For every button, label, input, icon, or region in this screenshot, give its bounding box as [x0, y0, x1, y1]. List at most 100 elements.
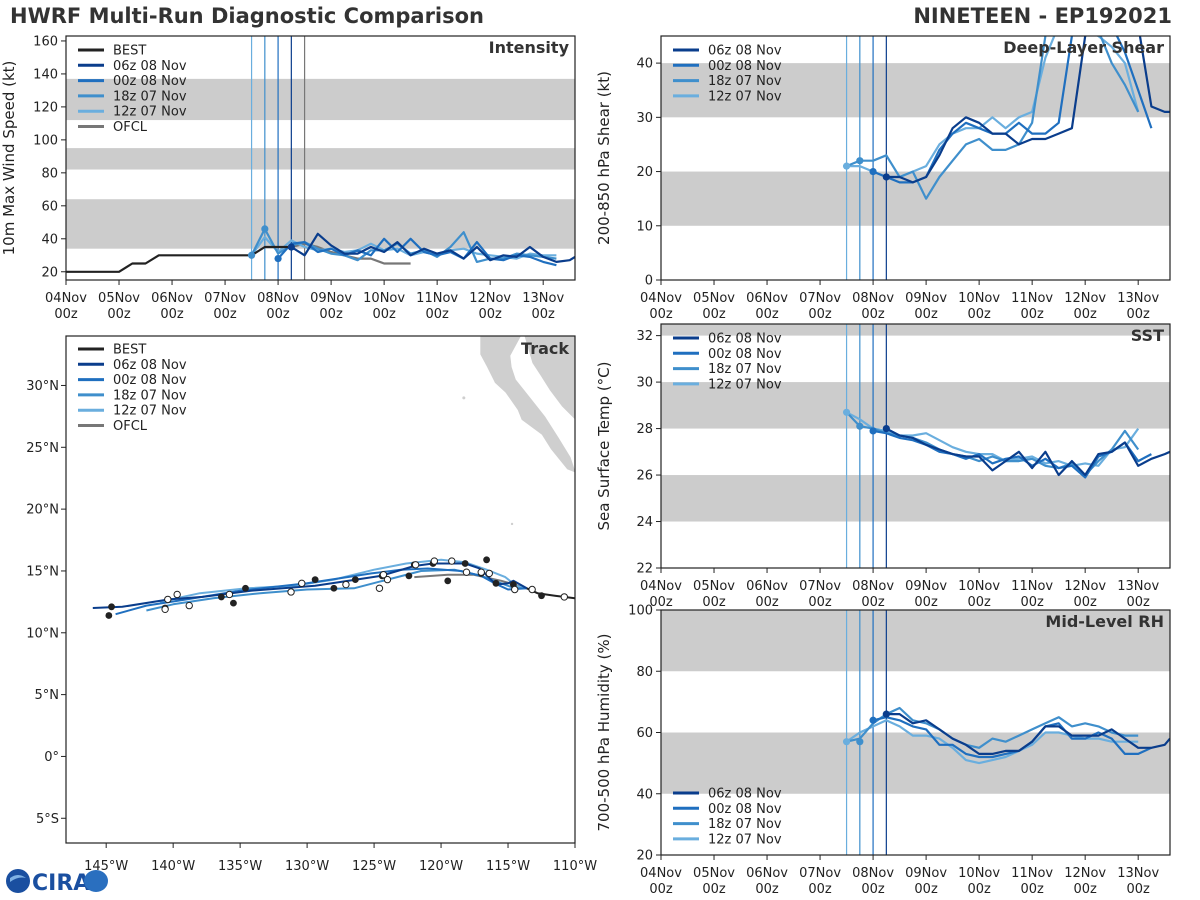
- x-tick-label-hour: 00z: [1127, 595, 1151, 610]
- x-tick-label-date: 06Nov: [746, 291, 788, 306]
- plot-frame: [65, 35, 576, 281]
- y-tick-label: 60: [41, 199, 58, 214]
- x-tick-label-hour: 00z: [107, 307, 131, 322]
- x-tick-label-date: 10Nov: [958, 866, 1000, 881]
- series-line-06z-08-nov: [290, 232, 575, 263]
- x-tick-label-hour: 00z: [319, 307, 343, 322]
- y-tick-label: 40: [636, 787, 653, 802]
- x-tick-label-date: 08Nov: [852, 579, 894, 594]
- y-tick-label: 40: [41, 232, 58, 247]
- threshold-band: [661, 324, 1170, 336]
- lon-tick-label: 135°W: [218, 859, 262, 874]
- track-position-filled: [444, 577, 452, 585]
- x-tick-label-hour: 00z: [914, 595, 938, 610]
- x-tick-label-date: 08Nov: [852, 866, 894, 881]
- legend-label: 06z 08 Nov: [708, 787, 782, 802]
- track-position-open: [560, 593, 568, 601]
- track-position-filled: [483, 556, 490, 564]
- y-tick-label: 20: [41, 265, 58, 280]
- plot-area: [66, 36, 575, 280]
- y-tick-label: 0: [645, 274, 653, 289]
- lon-tick-label: 125°W: [352, 859, 396, 874]
- init-marker: [882, 424, 890, 433]
- x-tick-label-hour: 00z: [702, 882, 726, 897]
- legend-label: 18z 07 Nov: [708, 362, 782, 377]
- x-tick-label-hour: 00z: [808, 307, 832, 322]
- track-position-filled: [105, 612, 113, 619]
- x-tick-label-hour: 00z: [1020, 307, 1044, 322]
- legend-label: 00z 08 Nov: [708, 59, 782, 74]
- y-tick-label: 20: [636, 165, 653, 180]
- lat-tick-label: 0°: [44, 750, 59, 765]
- legend-label: 18z 07 Nov: [113, 89, 187, 104]
- legend-label: BEST: [113, 44, 146, 59]
- legend-label: 12z 07 Nov: [708, 377, 782, 392]
- y-tick-label: 140: [33, 67, 58, 82]
- track-position-open: [485, 569, 493, 578]
- init-marker: [842, 738, 851, 746]
- x-tick-label-hour: 00z: [478, 307, 502, 322]
- series-line-06z-08-nov: [886, 712, 1170, 756]
- panel-title: Deep-Layer Shear: [1003, 38, 1164, 57]
- track-position-open: [173, 590, 181, 599]
- x-tick-label-date: 13Nov: [1117, 291, 1159, 306]
- y-axis-label: 200-850 hPa Shear (kt): [595, 71, 613, 245]
- x-tick-label-hour: 00z: [755, 307, 779, 322]
- threshold-band: [661, 475, 1170, 522]
- x-tick-label-date: 10Nov: [958, 579, 1000, 594]
- y-tick-label: 20: [636, 849, 653, 864]
- y-tick-label: 30: [636, 376, 653, 391]
- land-island: [462, 396, 466, 400]
- lat-tick-label: 30°N: [26, 379, 59, 394]
- series-line-18z-07-nov: [846, 706, 1139, 749]
- track-position-filled: [108, 603, 115, 611]
- x-tick-label-date: 08Nov: [852, 291, 894, 306]
- y-tick-label: 22: [636, 562, 653, 577]
- cira-logo-globe: [6, 869, 30, 893]
- track-position-open: [411, 561, 420, 569]
- track-position-open: [375, 584, 384, 592]
- x-tick-label-hour: 00z: [266, 307, 290, 322]
- track-position-filled: [492, 579, 500, 587]
- track-line-06z-08-nov: [92, 562, 528, 609]
- track-position-filled: [311, 576, 319, 584]
- x-tick-label-date: 06Nov: [746, 579, 788, 594]
- x-tick-label-date: 11Nov: [1011, 866, 1053, 881]
- x-tick-label-date: 11Nov: [1011, 291, 1053, 306]
- x-tick-label-date: 07Nov: [799, 579, 841, 594]
- x-tick-label-hour: 00z: [914, 882, 938, 897]
- track-position-filled: [230, 599, 237, 607]
- map-area: [92, 336, 575, 619]
- x-tick-label-hour: 00z: [755, 882, 779, 897]
- cira-logo: CIRA: [6, 869, 108, 896]
- track-position-open: [185, 601, 193, 610]
- threshold-band: [66, 78, 575, 121]
- x-tick-label-date: 04Nov: [640, 579, 682, 594]
- x-tick-label-hour: 00z: [1073, 595, 1097, 610]
- x-tick-label-date: 12Nov: [469, 291, 511, 306]
- track-position-filled: [242, 584, 249, 592]
- legend-label: 12z 07 Nov: [708, 89, 782, 104]
- series-line-00z-08-nov: [872, 716, 1152, 759]
- x-tick-label-date: 06Nov: [151, 291, 193, 306]
- x-tick-label-hour: 00z: [914, 307, 938, 322]
- track-position-open: [528, 585, 536, 594]
- storm-id-title: NINETEEN - EP192021: [913, 4, 1172, 28]
- legend-label: 00z 08 Nov: [113, 74, 187, 89]
- y-tick-label: 30: [636, 111, 653, 126]
- threshold-band: [661, 171, 1170, 226]
- lat-tick-label: 15°N: [26, 564, 59, 579]
- legend-label: 00z 08 Nov: [113, 373, 187, 388]
- init-marker: [869, 716, 877, 724]
- x-tick-label-hour: 00z: [755, 595, 779, 610]
- legend-label: BEST: [113, 343, 146, 358]
- x-tick-label-date: 13Nov: [1117, 866, 1159, 881]
- land-baja-california: [479, 336, 575, 474]
- legend-label: 12z 07 Nov: [113, 105, 187, 120]
- series-line-00z-08-nov: [277, 237, 557, 267]
- x-tick-label-date: 08Nov: [257, 291, 299, 306]
- y-tick-label: 100: [33, 133, 58, 148]
- x-tick-label-hour: 00z: [967, 307, 991, 322]
